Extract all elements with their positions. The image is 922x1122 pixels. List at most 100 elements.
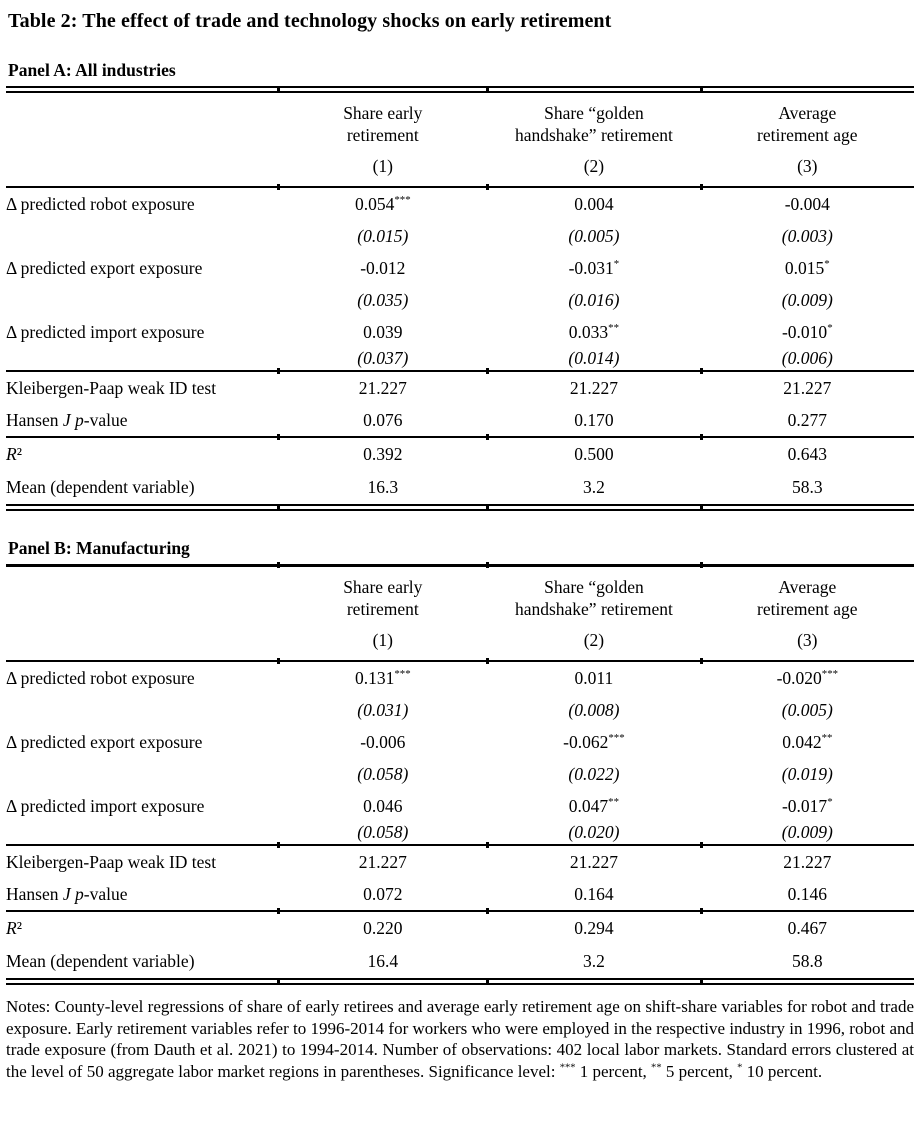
- coefficient-cell: 0.047**: [568, 795, 620, 816]
- column-header: Share early retirement: [343, 103, 423, 145]
- standard-error-cell: (0.009): [781, 289, 833, 310]
- standard-error-cell: (0.015): [357, 225, 409, 246]
- row-label: Kleibergen-Paap weak ID test: [6, 851, 217, 872]
- fit-cell: 16.3: [367, 477, 399, 497]
- coefficient-cell: -0.004: [784, 193, 830, 214]
- coefficient-row: Δ predicted robot exposure 0.054*** 0.004 -…: [6, 188, 914, 220]
- statistic-cell: 0.164: [574, 883, 614, 904]
- coefficient-cell: 0.054***: [354, 193, 411, 214]
- statistic-row: Kleibergen-Paap weak ID test 21.227 21.227…: [6, 372, 914, 404]
- standard-error-row: (0.035) (0.016) (0.009): [6, 284, 914, 316]
- significance-stars: *: [827, 321, 833, 334]
- coefficient-row: Δ predicted import exposure 0.046 0.047** -…: [6, 790, 914, 822]
- coefficient-cell: 0.033**: [568, 321, 620, 342]
- significance-stars: ***: [394, 667, 411, 680]
- standard-error-cell: (0.058): [357, 763, 409, 784]
- column-number: (3): [797, 629, 818, 650]
- row-label: [6, 284, 278, 316]
- significance-stars: ***: [821, 667, 839, 680]
- fit-cell: 58.3: [791, 477, 823, 497]
- row-label: [6, 822, 278, 844]
- row-label: [6, 694, 278, 726]
- row-label: R²: [6, 918, 22, 938]
- table-rule: [6, 184, 914, 190]
- table-rule: [6, 86, 914, 93]
- column-boundary-tick: [277, 434, 281, 440]
- standard-error-row: (0.058) (0.022) (0.019): [6, 758, 914, 790]
- coefficient-cell: 0.131***: [354, 667, 411, 688]
- fit-row: Mean (dependent variable) 16.3 3.2 58.3: [6, 471, 914, 504]
- significance-stars: **: [608, 321, 620, 334]
- standard-error-cell: (0.005): [781, 699, 833, 720]
- column-boundary-tick: [277, 562, 281, 568]
- statistic-cell: 0.277: [787, 409, 827, 430]
- column-boundary-tick: [486, 368, 490, 374]
- column-boundary-tick: [699, 908, 703, 914]
- standard-error-cell: (0.031): [357, 699, 409, 720]
- standard-error-row: (0.015) (0.005) (0.003): [6, 220, 914, 252]
- standard-error-cell: (0.037): [357, 348, 409, 368]
- table-rule: [6, 658, 914, 664]
- coefficient-block: Δ predicted robot exposure 0.131*** 0.011 -…: [6, 662, 914, 844]
- fit-cell: 0.643: [787, 444, 827, 464]
- column-boundary-tick: [277, 86, 281, 93]
- coefficient-row: Δ predicted export exposure -0.006 -0.062*…: [6, 726, 914, 758]
- significance-stars: ***: [394, 193, 411, 206]
- column-boundary-tick: [486, 504, 490, 511]
- significance-stars: ***: [559, 1062, 576, 1074]
- statistic-cell: 0.076: [363, 409, 403, 430]
- statistic-cell: 0.170: [574, 409, 614, 430]
- fit-row: R² 0.220 0.294 0.467: [6, 912, 914, 945]
- statistic-row: Hansen J p-value 0.076 0.170 0.277: [6, 404, 914, 436]
- row-label: Δ predicted robot exposure: [6, 193, 195, 214]
- statistic-cell: 21.227: [569, 377, 618, 398]
- fit-row: Mean (dependent variable) 16.4 3.2 58.8: [6, 945, 914, 978]
- column-boundary-tick: [699, 658, 703, 664]
- coefficient-row: Δ predicted export exposure -0.012 -0.031*…: [6, 252, 914, 284]
- fit-cell: 0.220: [363, 918, 403, 938]
- row-label: Δ predicted import exposure: [6, 795, 205, 816]
- fit-cell: 58.8: [791, 951, 823, 971]
- statistic-cell: 0.072: [363, 883, 403, 904]
- statistic-row: Kleibergen-Paap weak ID test 21.227 21.227…: [6, 846, 914, 878]
- column-header: Average retirement age: [757, 103, 858, 145]
- column-header: Share early retirement: [343, 577, 423, 619]
- row-label: Δ predicted export exposure: [6, 731, 203, 752]
- column-boundary-tick: [699, 978, 703, 985]
- coefficient-cell: 0.042**: [782, 731, 833, 752]
- fit-cell: 3.2: [582, 951, 605, 971]
- coefficient-row: Δ predicted import exposure 0.039 0.033** -…: [6, 316, 914, 348]
- row-label: Δ predicted export exposure: [6, 257, 203, 278]
- significance-stars: ***: [608, 731, 625, 744]
- statistic-cell: 21.227: [783, 851, 832, 872]
- notes-significance: Significance level: *** 1 percent, ** 5 …: [428, 1061, 823, 1081]
- row-label: [6, 758, 278, 790]
- standard-error-cell: (0.003): [781, 225, 833, 246]
- column-boundary-tick: [486, 658, 490, 664]
- column-number-row: (1) (2) (3): [6, 146, 914, 186]
- fit-cell: 0.294: [574, 918, 614, 938]
- statistic-cell: 21.227: [783, 377, 832, 398]
- column-boundary-tick: [277, 842, 281, 848]
- significance-stars: **: [651, 1062, 662, 1074]
- fit-cell: 16.4: [367, 951, 399, 971]
- column-boundary-tick: [486, 842, 490, 848]
- column-header-row: Share early retirement Share “golden hand…: [6, 93, 914, 146]
- statistic-cell: 21.227: [358, 377, 407, 398]
- column-boundary-tick: [277, 658, 281, 664]
- column-boundary-tick: [486, 562, 490, 568]
- standard-error-row: (0.058) (0.020) (0.009): [6, 822, 914, 844]
- statistics-block: Kleibergen-Paap weak ID test 21.227 21.227…: [6, 372, 914, 436]
- coefficient-cell: 0.011: [574, 667, 614, 688]
- standard-error-cell: (0.035): [357, 289, 409, 310]
- table-rule: [6, 978, 914, 985]
- standard-error-row: (0.037) (0.014) (0.006): [6, 348, 914, 370]
- row-label: [6, 146, 278, 186]
- panel-a-table: Share early retirement Share “golden hand…: [6, 86, 914, 511]
- significance-stars: *: [613, 257, 620, 270]
- fit-cell: 0.467: [787, 918, 827, 938]
- row-label: Hansen J p-value: [6, 883, 128, 904]
- row-label: [6, 567, 278, 620]
- table-title: Table 2: The effect of trade and technol…: [8, 10, 612, 32]
- column-number-row: (1) (2) (3): [6, 620, 914, 660]
